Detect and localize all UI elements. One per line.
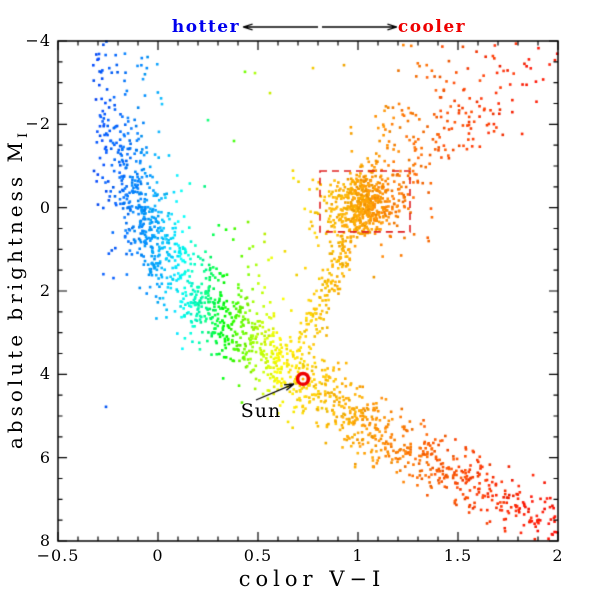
x-tick-label: 1.5 [443, 546, 473, 565]
x-tick-label: 1 [352, 546, 364, 565]
x-tick-label: 0 [152, 546, 164, 565]
y-axis-title-subscript: I [16, 132, 31, 139]
y-tick-label: 2 [39, 281, 51, 301]
x-axis-title: color V−I [238, 567, 386, 591]
cooler-label: cooler [397, 17, 467, 37]
y-tick-label: 6 [39, 447, 51, 467]
y-tick-label: 0 [39, 197, 51, 217]
hotter-label: hotter [171, 17, 241, 37]
y-tick-label: 4 [39, 364, 51, 384]
sun-annotation-label: Sun [240, 400, 282, 422]
y-tick-label: 8 [39, 531, 51, 551]
y-tick-label: −2 [25, 114, 51, 134]
x-tick-label: 2 [552, 546, 564, 565]
x-tick-label: 0.5 [243, 546, 273, 565]
y-tick-label: −4 [25, 31, 51, 51]
x-tick-label: −0.5 [36, 546, 80, 565]
